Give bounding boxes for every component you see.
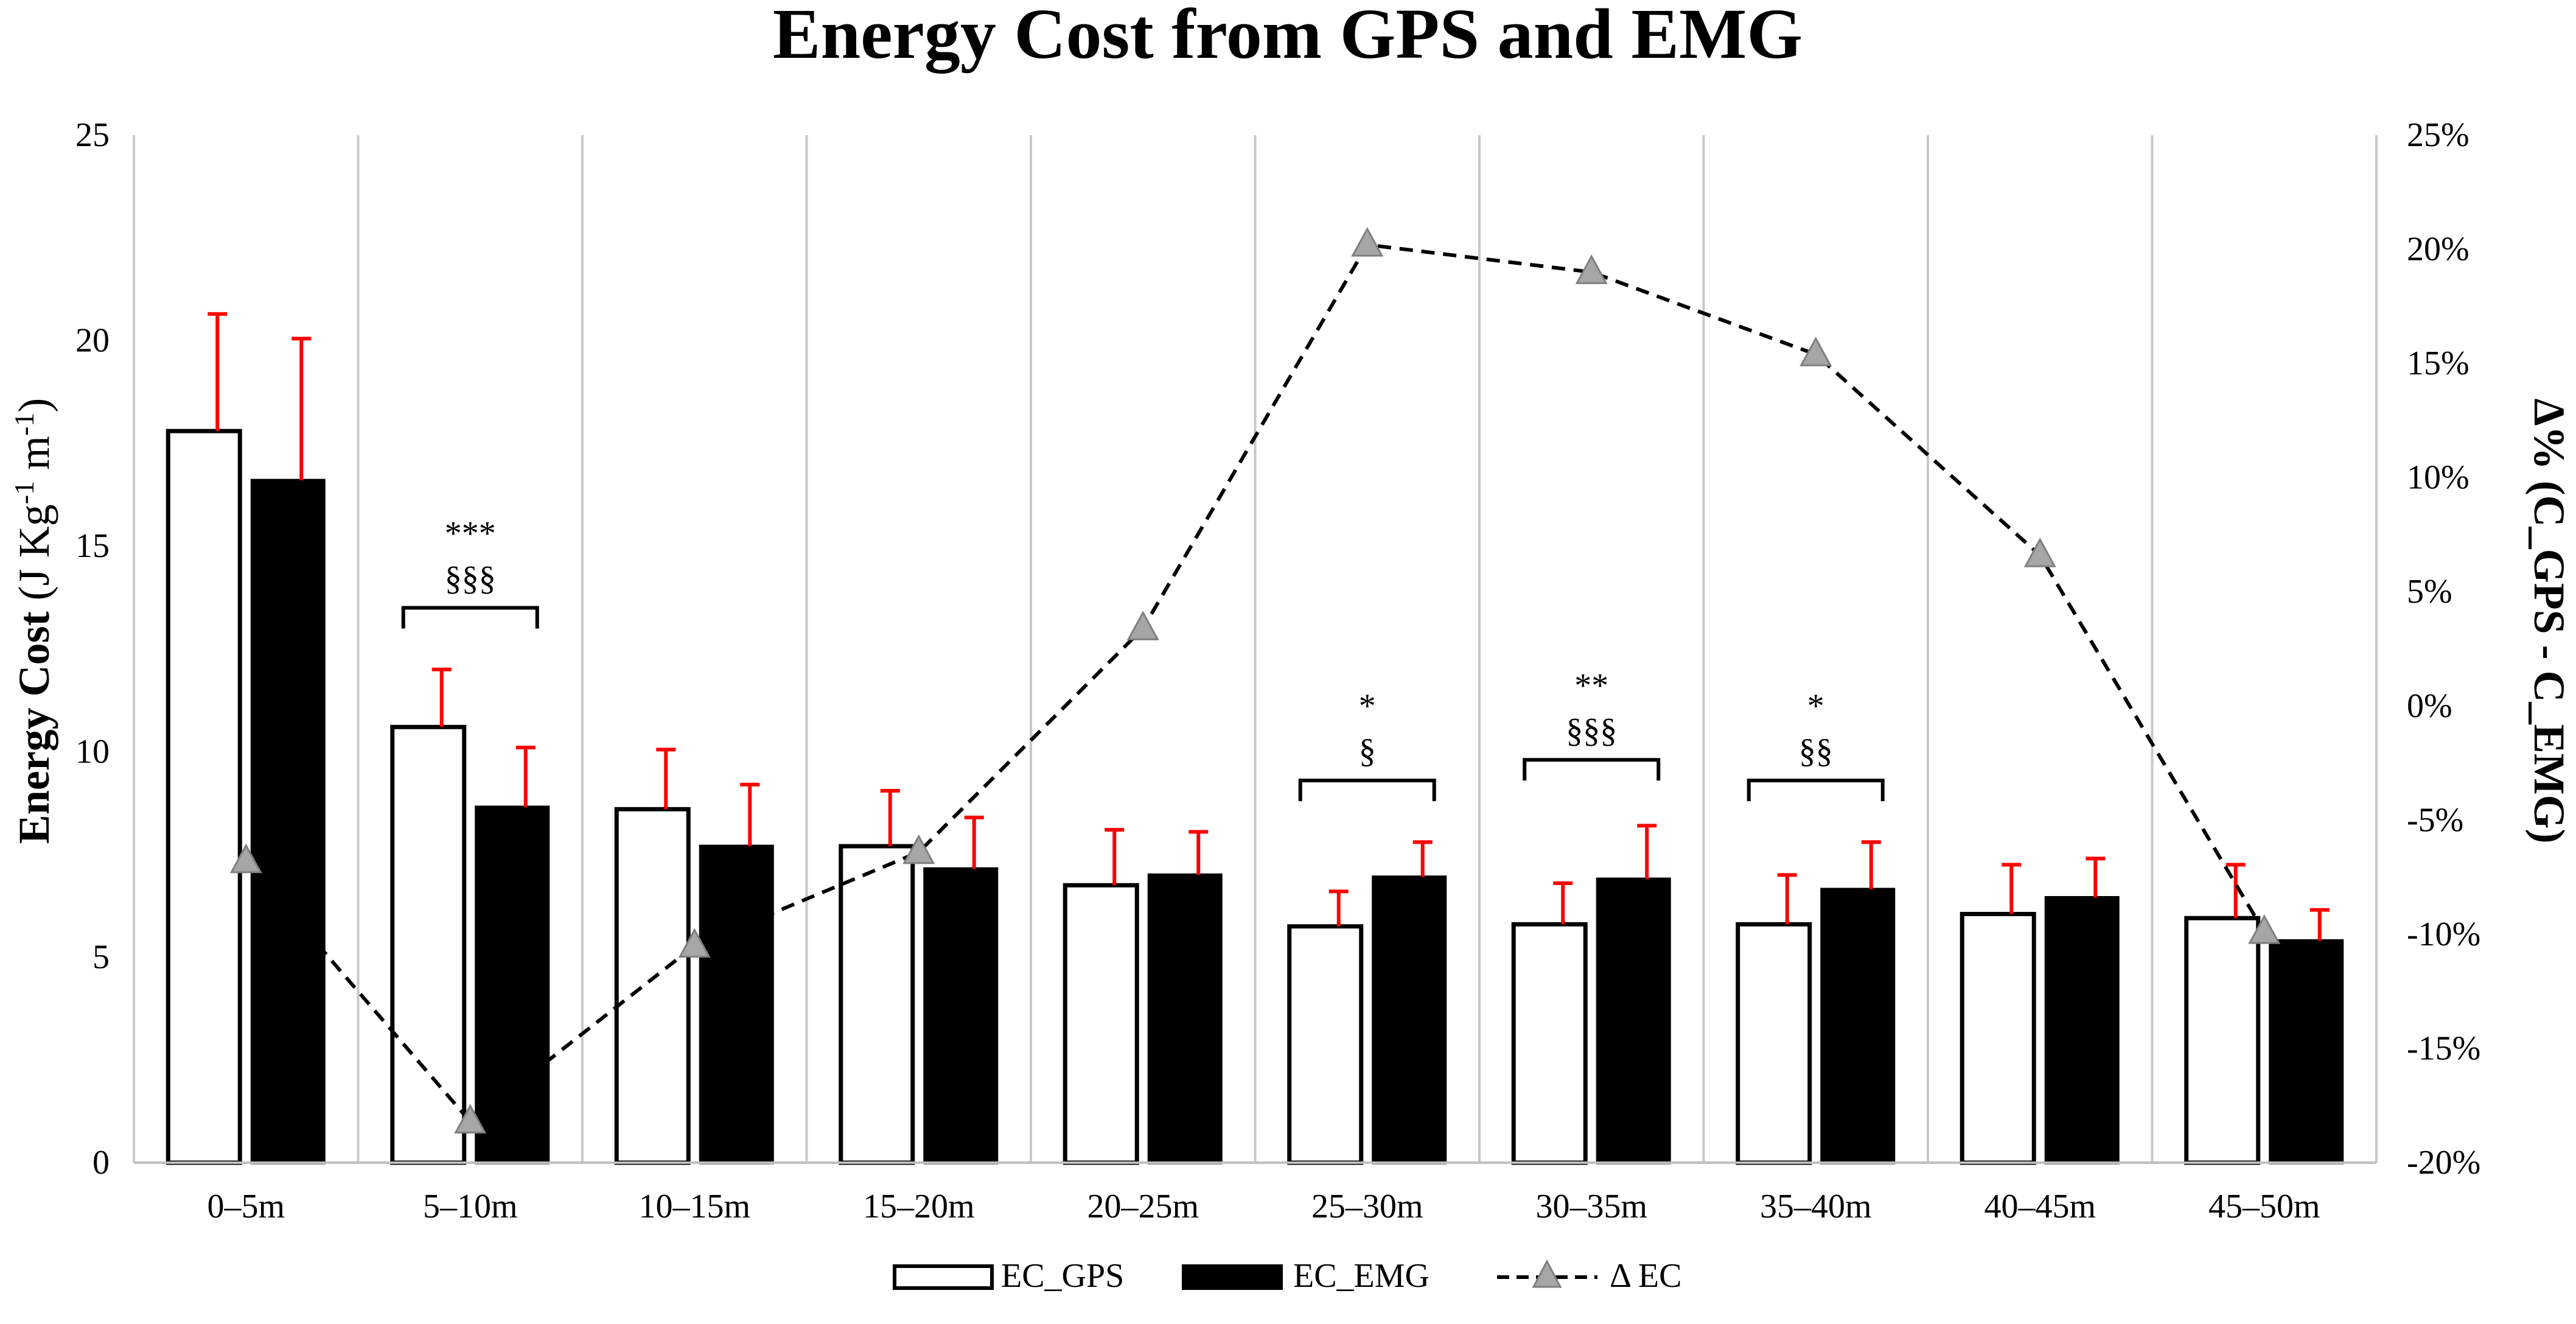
y2-tick-label: 5% <box>2407 573 2452 611</box>
bar-ec-gps <box>166 429 242 1165</box>
significance-annotations: §§§ *** § * §§§ ** §§ * <box>401 514 1885 802</box>
bar-ec-emg <box>2044 895 2120 1165</box>
bar-ec-emg <box>250 478 326 1165</box>
x-tick-label: 5–10m <box>423 1188 518 1225</box>
y2-tick-label: 25% <box>2407 116 2470 154</box>
significance-bracket <box>401 606 539 629</box>
bar-ec-gps <box>1287 924 1364 1165</box>
y-tick-label: 20 <box>75 322 110 360</box>
error-bars <box>208 312 2330 941</box>
delta-ec-line <box>229 226 2281 1133</box>
delta-ec-point <box>1575 254 1608 284</box>
delta-ec-series-line <box>244 242 2266 1124</box>
significance-sections: §§ <box>1799 732 1833 770</box>
x-tick-label: 20–25m <box>1087 1188 1199 1225</box>
y2-tick-label: -15% <box>2407 1029 2480 1067</box>
legend-label-ec-gps: EC_GPS <box>1001 1257 1124 1295</box>
delta-ec-point <box>454 1104 487 1133</box>
significance-bracket <box>1298 779 1436 802</box>
chart-title: Energy Cost from GPS and EMG <box>773 0 1803 74</box>
delta-ec-point <box>2248 914 2281 944</box>
significance-bracket <box>1747 779 1885 802</box>
legend: EC_GPS EC_EMG Δ EC <box>893 1257 1681 1295</box>
delta-ec-point <box>678 928 711 958</box>
significance-sections: § <box>1359 732 1376 770</box>
y-axis-title-sup1: -1 <box>9 481 40 504</box>
legend-label-delta-ec: Δ EC <box>1610 1257 1681 1295</box>
tick-labels: 0–5m 5–10m 10–15m 15–20m 20–25m 25–30m 30–35m 3… <box>75 116 2480 1225</box>
significance-bracket <box>1523 758 1661 781</box>
x-tick-label: 35–40m <box>1760 1188 1872 1225</box>
delta-ec-point <box>1126 611 1159 640</box>
delta-ec-point <box>229 843 262 874</box>
significance-stars: * <box>1807 687 1824 725</box>
y-tick-label: 0 <box>92 1144 110 1182</box>
y-tick-label: 15 <box>75 527 110 565</box>
y-axis-title-unit: (J Kg <box>10 504 58 611</box>
y2-tick-label: 0% <box>2407 687 2452 725</box>
y-axis-title: Energy Cost (J Kg-1 m-1) <box>9 398 59 844</box>
bar-ec-gps <box>839 844 915 1165</box>
bar-ec-emg <box>2269 939 2344 1165</box>
significance-sections: §§§ <box>1566 712 1617 749</box>
x-tick-label: 40–45m <box>1984 1188 2096 1225</box>
x-tick-label: 0–5m <box>207 1188 285 1225</box>
delta-ec-point <box>1799 336 1832 366</box>
bar-ec-emg <box>923 867 999 1165</box>
y-axis-title-bold: Energy Cost <box>10 611 58 844</box>
grid <box>133 135 2378 1163</box>
x-tick-label: 10–15m <box>638 1188 750 1225</box>
y2-tick-label: -20% <box>2407 1144 2480 1182</box>
x-tick-label: 15–20m <box>863 1188 975 1225</box>
y-tick-label: 25 <box>75 116 110 154</box>
significance-stars: ** <box>1574 667 1608 704</box>
bar-ec-gps <box>614 807 691 1165</box>
bar-ec-gps <box>1736 922 1812 1165</box>
secondary-y-axis-title: Δ% (C_GPS - C_EMG) <box>2525 398 2574 843</box>
y2-tick-label: 15% <box>2407 345 2470 382</box>
significance-stars: * <box>1359 687 1376 725</box>
y-axis-title-close: ) <box>10 398 58 413</box>
y-axis-title-sup2: -1 <box>9 413 40 436</box>
legend-label-ec-emg: EC_EMG <box>1293 1257 1429 1295</box>
significance-stars: *** <box>445 514 496 552</box>
y2-tick-label: 20% <box>2407 231 2470 268</box>
bar-ec-gps <box>390 724 467 1165</box>
delta-ec-point <box>902 834 935 864</box>
x-tick-label: 30–35m <box>1535 1188 1647 1225</box>
delta-ec-point <box>1351 226 1384 257</box>
bar-ec-emg <box>1147 873 1223 1165</box>
bar-ec-gps <box>1511 922 1588 1165</box>
bar-ec-gps <box>1960 912 2036 1165</box>
delta-ec-point <box>2023 538 2056 567</box>
y2-tick-label: -10% <box>2407 916 2480 953</box>
x-tick-label: 45–50m <box>2208 1188 2320 1225</box>
legend-swatch-ec-emg <box>1182 1264 1283 1290</box>
bar-ec-emg <box>475 805 550 1165</box>
bar-ec-gps <box>1063 883 1139 1165</box>
y-tick-label: 5 <box>92 938 110 976</box>
y2-tick-label: 10% <box>2407 459 2470 497</box>
bar-ec-emg <box>1820 888 1896 1165</box>
x-tick-label: 25–30m <box>1311 1188 1423 1225</box>
y-tick-label: 10 <box>75 733 110 771</box>
bar-ec-emg <box>699 844 774 1165</box>
legend-swatch-ec-gps <box>893 1264 994 1290</box>
bar-ec-gps <box>2184 916 2261 1165</box>
y2-tick-label: -5% <box>2407 801 2463 839</box>
bar-ec-emg <box>1596 877 1671 1165</box>
significance-sections: §§§ <box>445 559 496 597</box>
bars <box>166 429 2344 1165</box>
legend-swatch-delta-ec-marker <box>1532 1259 1562 1288</box>
y-axis-title-unit-m: m <box>10 436 58 481</box>
bar-ec-emg <box>1372 875 1447 1165</box>
